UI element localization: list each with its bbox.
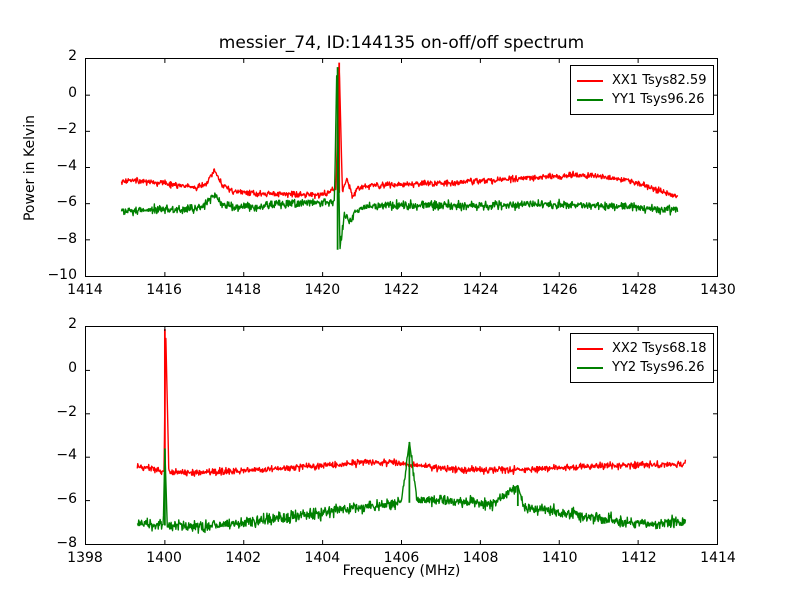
- x-tick-label: 1428: [621, 282, 657, 298]
- legend-label: YY1 Tsys96.26: [612, 92, 705, 107]
- y-tick-label: 2: [68, 48, 77, 64]
- legend-top: XX1 Tsys82.59 YY1 Tsys96.26: [570, 65, 715, 115]
- x-tick-label: 1418: [225, 282, 262, 298]
- legend-label: XX1 Tsys82.59: [612, 73, 707, 88]
- legend-swatch-yy2-icon: [577, 366, 603, 369]
- legend-label: YY2 Tsys96.26: [612, 360, 705, 375]
- y-tick-label: −4: [56, 447, 77, 464]
- x-tick-label: 1406: [383, 550, 420, 566]
- x-tick-label: 1410: [541, 550, 578, 566]
- legend-item: XX1 Tsys82.59: [577, 71, 706, 90]
- y-tick-label: 2: [68, 316, 77, 332]
- x-tick-label: 1400: [146, 550, 182, 566]
- x-tick-label: 1416: [146, 282, 182, 298]
- spectrum-traces-bottom: [86, 327, 717, 544]
- legend-bottom: XX2 Tsys68.18 YY2 Tsys96.26: [570, 333, 715, 383]
- x-tick-label: 1408: [462, 550, 499, 566]
- x-tick-label: 1414: [67, 282, 103, 298]
- legend-swatch-xx2-icon: [577, 347, 603, 350]
- trace-yy1: [120, 75, 679, 250]
- x-tick-label: 1422: [383, 282, 420, 298]
- legend-swatch-yy1-icon: [577, 98, 603, 101]
- trace-xx2: [136, 337, 687, 477]
- y-tick-label: −2: [56, 121, 77, 137]
- trace-yy2: [136, 441, 687, 534]
- x-tick-label: 1424: [462, 282, 499, 298]
- spectrum-traces-top: [86, 59, 717, 276]
- legend-label: XX2 Tsys68.18: [612, 341, 707, 356]
- x-tick-label: 1426: [541, 282, 578, 298]
- legend-item: YY1 Tsys96.26: [577, 90, 706, 109]
- page-title: messier_74, ID:144135 on-off/off spectru…: [218, 33, 585, 53]
- y-tick-label: −8: [56, 535, 77, 551]
- y-tick-label: 0: [68, 359, 77, 376]
- y-tick-label: −10: [47, 267, 77, 283]
- y-tick-label: −8: [56, 230, 77, 247]
- x-tick-label: 1398: [67, 550, 103, 566]
- x-tick-label: 1430: [700, 282, 736, 298]
- y-tick-label: −6: [56, 194, 77, 210]
- legend-item: YY2 Tsys96.26: [577, 358, 706, 377]
- legend-item: XX2 Tsys68.18: [577, 339, 706, 358]
- x-tick-label: 1412: [621, 550, 657, 566]
- y-tick-label: −2: [56, 403, 77, 420]
- x-tick-label: 1414: [700, 550, 736, 566]
- x-tick-label: 1404: [304, 550, 341, 566]
- trace-xx1: [120, 66, 679, 200]
- y-tick-label: −4: [56, 157, 77, 174]
- x-axis-label: Frequency (MHz): [342, 563, 461, 579]
- x-tick-label: 1420: [304, 282, 341, 298]
- legend-swatch-xx1-icon: [577, 79, 603, 82]
- y-tick-label: −6: [56, 491, 77, 508]
- y-tick-label: 0: [68, 84, 77, 101]
- x-tick-label: 1402: [225, 550, 262, 566]
